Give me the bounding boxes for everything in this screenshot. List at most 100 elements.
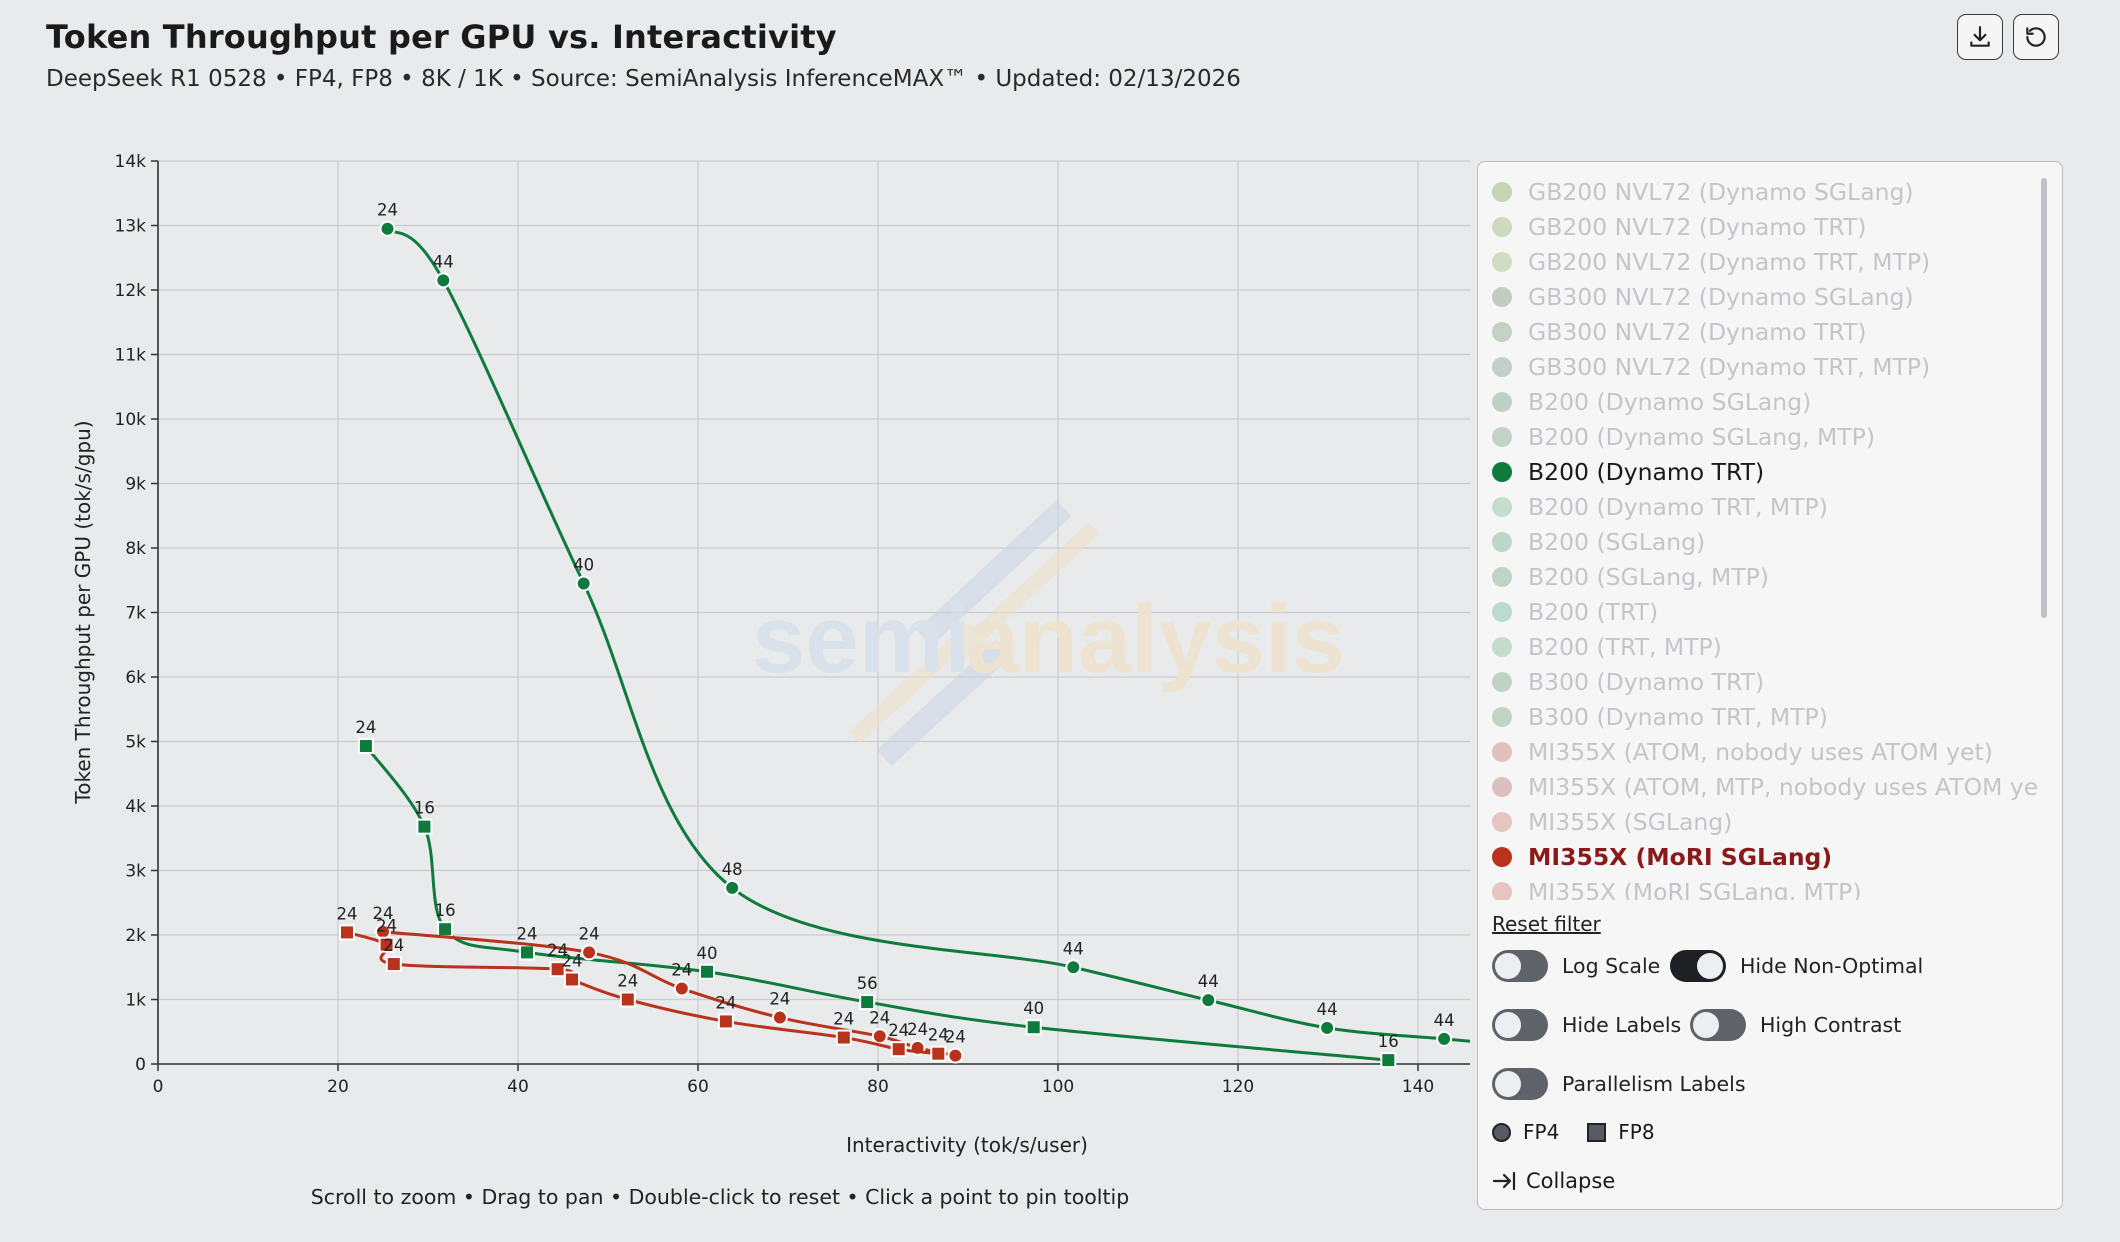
data-label: 24 <box>547 941 568 960</box>
x-tick-label: 60 <box>687 1077 709 1097</box>
hide-labels-toggle-row[interactable]: Hide Labels <box>1492 1009 1681 1041</box>
hide-non-optimal-toggle[interactable] <box>1670 950 1726 982</box>
data-point[interactable] <box>771 1009 788 1026</box>
legend-dot <box>1492 671 1512 692</box>
x-tick-label: 140 <box>1402 1077 1434 1097</box>
legend-item-label: B200 (SGLang) <box>1528 527 1706 556</box>
legend-dot <box>1492 321 1512 342</box>
hide-labels-toggle[interactable] <box>1492 1009 1548 1041</box>
collapse-label: Collapse <box>1526 1169 1616 1193</box>
chart-title: Token Throughput per GPU vs. Interactivi… <box>46 18 837 56</box>
data-point[interactable] <box>673 980 690 997</box>
data-point[interactable] <box>717 1013 734 1030</box>
legend-item-label: MI355X (MoRI SGLang, MTP) <box>1528 877 1862 901</box>
reset-zoom-button[interactable] <box>2013 14 2059 60</box>
download-button[interactable] <box>1957 14 2003 60</box>
data-point[interactable] <box>947 1047 964 1064</box>
parallelism-labels-toggle[interactable] <box>1492 1068 1548 1100</box>
legend-item[interactable]: GB200 NVL72 (Dynamo SGLang) <box>1478 174 2038 209</box>
data-point[interactable] <box>437 921 454 938</box>
high-contrast-toggle-row[interactable]: High Contrast <box>1690 1009 1901 1041</box>
legend-item[interactable]: MI355X (ATOM, nobody uses ATOM yet) <box>1478 734 2038 769</box>
y-tick-label: 0 <box>135 1055 146 1075</box>
legend-item[interactable]: B200 (Dynamo SGLang, MTP) <box>1478 419 2038 454</box>
data-point[interactable] <box>416 818 433 835</box>
data-point[interactable] <box>1436 1030 1453 1047</box>
data-point[interactable] <box>1380 1052 1397 1069</box>
reset-filter-link[interactable]: Reset filter <box>1492 912 1601 936</box>
data-point[interactable] <box>619 991 636 1008</box>
legend-dot <box>1492 776 1512 797</box>
legend-list[interactable]: GB200 NVL72 (Dynamo SGLang) GB200 NVL72 (… <box>1478 174 2038 900</box>
legend-item[interactable]: B200 (Dynamo TRT, MTP) <box>1478 489 2038 524</box>
legend-item[interactable]: GB200 NVL72 (Dynamo TRT, MTP) <box>1478 244 2038 279</box>
legend-item-label: B200 (TRT, MTP) <box>1528 632 1722 661</box>
legend-dot <box>1492 391 1512 412</box>
legend-item[interactable]: MI355X (MoRI SGLang) <box>1478 839 2038 874</box>
legend-item[interactable]: B200 (SGLang, MTP) <box>1478 559 2038 594</box>
data-point[interactable] <box>890 1041 907 1058</box>
legend-item[interactable]: MI355X (SGLang) <box>1478 804 2038 839</box>
data-label: 24 <box>888 1021 909 1040</box>
log-scale-toggle[interactable] <box>1492 950 1548 982</box>
collapse-button[interactable]: Collapse <box>1492 1169 1615 1193</box>
data-point[interactable] <box>575 575 592 592</box>
legend-item-label: GB200 NVL72 (Dynamo TRT, MTP) <box>1528 247 1931 276</box>
fp8-square-icon <box>1587 1122 1607 1142</box>
high-contrast-toggle[interactable] <box>1690 1009 1746 1041</box>
data-point[interactable] <box>378 936 395 953</box>
legend-item[interactable]: GB300 NVL72 (Dynamo TRT) <box>1478 314 2038 349</box>
legend-scrollbar[interactable] <box>2041 178 2047 618</box>
legend-dot <box>1492 356 1512 377</box>
data-point[interactable] <box>581 944 598 961</box>
parallelism-labels-toggle-row[interactable]: Parallelism Labels <box>1492 1068 1746 1100</box>
data-point[interactable] <box>859 994 876 1011</box>
data-point[interactable] <box>1025 1019 1042 1036</box>
legend-item[interactable]: B200 (Dynamo SGLang) <box>1478 384 2038 419</box>
data-point[interactable] <box>339 924 355 941</box>
data-point[interactable] <box>379 220 396 237</box>
legend-item-label: B300 (Dynamo TRT, MTP) <box>1528 702 1828 731</box>
legend-item[interactable]: GB200 NVL72 (Dynamo TRT) <box>1478 209 2038 244</box>
data-label: 48 <box>722 860 743 879</box>
data-point[interactable] <box>699 963 715 980</box>
data-point[interactable] <box>435 272 452 289</box>
legend-item[interactable]: B300 (Dynamo TRT) <box>1478 664 2038 699</box>
data-point[interactable] <box>519 944 535 961</box>
data-label: 24 <box>833 1010 854 1029</box>
legend-item[interactable]: GB300 NVL72 (Dynamo TRT, MTP) <box>1478 349 2038 384</box>
legend-item[interactable]: B200 (TRT) <box>1478 594 2038 629</box>
x-axis-label: Interactivity (tok/s/user) <box>846 1133 1088 1157</box>
data-point[interactable] <box>930 1045 947 1062</box>
series-layer: 2444404844444444241616244056401624242424… <box>337 201 1470 1069</box>
legend-item-label: GB200 NVL72 (Dynamo SGLang) <box>1528 177 1914 206</box>
log-scale-toggle-row[interactable]: Log Scale <box>1492 950 1660 982</box>
legend-item[interactable]: MI355X (ATOM, MTP, nobody uses ATOM yet) <box>1478 769 2038 804</box>
legend-item[interactable]: B200 (SGLang) <box>1478 524 2038 559</box>
data-point[interactable] <box>357 738 374 755</box>
watermark-text-2: analysis <box>966 586 1345 693</box>
legend-item-label: B200 (Dynamo TRT) <box>1528 457 1765 486</box>
data-point[interactable] <box>871 1028 888 1045</box>
data-point[interactable] <box>835 1029 852 1046</box>
data-point[interactable] <box>564 971 580 988</box>
data-point[interactable] <box>549 961 566 978</box>
data-point[interactable] <box>1200 992 1217 1009</box>
legend-item-label: B200 (TRT) <box>1528 597 1659 626</box>
high-contrast-label: High Contrast <box>1760 1013 1902 1037</box>
hide-non-optimal-toggle-row[interactable]: Hide Non-Optimal <box>1670 950 1923 982</box>
legend-item[interactable]: B300 (Dynamo TRT, MTP) <box>1478 699 2038 734</box>
data-point[interactable] <box>724 879 741 896</box>
data-label: 24 <box>517 924 538 943</box>
legend-item[interactable]: GB300 NVL72 (Dynamo SGLang) <box>1478 279 2038 314</box>
data-point[interactable] <box>385 956 402 973</box>
legend-item[interactable]: B200 (Dynamo TRT) <box>1478 454 2038 489</box>
data-point[interactable] <box>1319 1019 1336 1036</box>
data-label: 44 <box>1317 1000 1338 1019</box>
data-label: 40 <box>697 944 718 963</box>
data-point[interactable] <box>1065 959 1082 976</box>
data-label: 44 <box>1063 939 1084 958</box>
legend-item[interactable]: MI355X (MoRI SGLang, MTP) <box>1478 874 2038 900</box>
legend-item[interactable]: B200 (TRT, MTP) <box>1478 629 2038 664</box>
